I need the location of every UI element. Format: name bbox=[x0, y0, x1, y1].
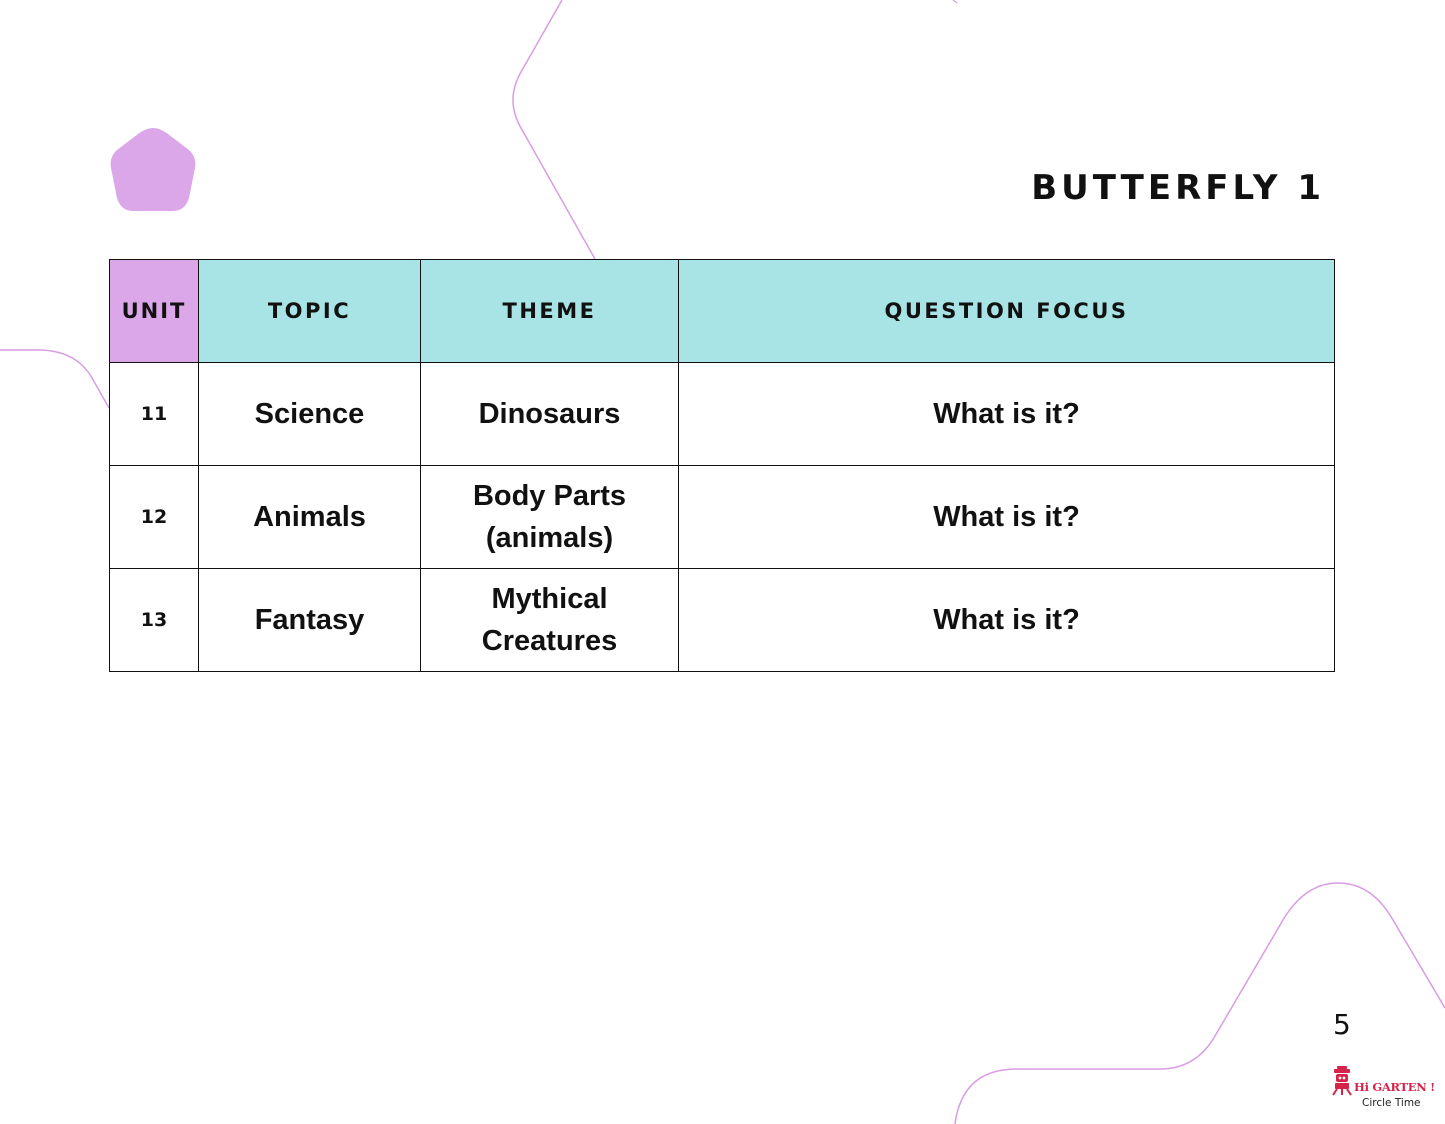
decor-line-bottom-right bbox=[954, 882, 1445, 1124]
question-focus-cell: What is it? bbox=[678, 568, 1335, 672]
robot-icon bbox=[1332, 1066, 1352, 1096]
theme-line: Dinosaurs bbox=[478, 398, 621, 430]
theme-cell: Mythical Creatures bbox=[420, 568, 679, 672]
theme-cell: Dinosaurs bbox=[420, 362, 679, 466]
decor-line-top bbox=[512, 0, 596, 260]
header-topic: TOPIC bbox=[198, 259, 421, 363]
header-theme: THEME bbox=[420, 259, 679, 363]
unit-cell: 12 bbox=[109, 465, 199, 569]
theme-line: Mythical bbox=[491, 583, 608, 615]
page-number: 5 bbox=[1333, 1008, 1351, 1041]
topic-cell: Science bbox=[198, 362, 421, 466]
theme-line: (animals) bbox=[485, 522, 614, 554]
table-row: 11 Science Dinosaurs What is it? bbox=[109, 362, 1335, 466]
units-table: UNIT TOPIC THEME QUESTION FOCUS 11 Scien… bbox=[109, 259, 1335, 672]
decor-line-top-right bbox=[952, 0, 958, 4]
unit-cell: 11 bbox=[109, 362, 199, 466]
question-focus-cell: What is it? bbox=[678, 362, 1335, 466]
brand-logo: Hi GARTEN ! Circle Time bbox=[1328, 1062, 1438, 1112]
unit-cell: 13 bbox=[109, 568, 199, 672]
table-header-row: UNIT TOPIC THEME QUESTION FOCUS bbox=[109, 259, 1335, 363]
pentagon-icon bbox=[110, 128, 196, 211]
header-question-focus: QUESTION FOCUS bbox=[678, 259, 1335, 363]
table-row: 13 Fantasy Mythical Creatures What is it? bbox=[109, 568, 1335, 672]
theme-line: Body Parts bbox=[472, 480, 627, 512]
decor-line-left bbox=[0, 349, 110, 409]
page-title: BUTTERFLY 1 bbox=[1031, 168, 1325, 208]
question-focus-cell: What is it? bbox=[678, 465, 1335, 569]
brand-name: Hi GARTEN ! bbox=[1354, 1080, 1435, 1094]
brand-subtitle: Circle Time bbox=[1362, 1097, 1421, 1109]
header-unit: UNIT bbox=[109, 259, 199, 363]
topic-cell: Fantasy bbox=[198, 568, 421, 672]
theme-line: Creatures bbox=[481, 625, 618, 657]
theme-cell: Body Parts (animals) bbox=[420, 465, 679, 569]
topic-cell: Animals bbox=[198, 465, 421, 569]
table-row: 12 Animals Body Parts (animals) What is i… bbox=[109, 465, 1335, 569]
